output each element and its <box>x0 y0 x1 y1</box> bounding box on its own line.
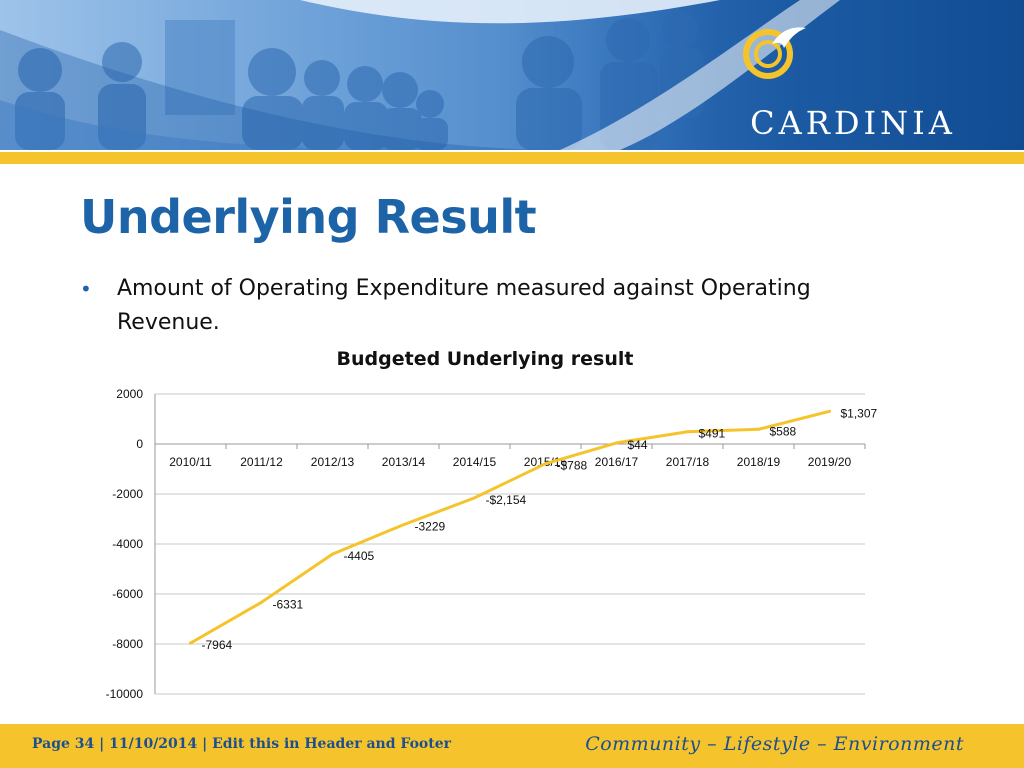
data-label: $1,307 <box>841 406 878 420</box>
y-tick-label: -6000 <box>112 587 143 601</box>
header-yellow-rule <box>0 150 1024 164</box>
data-point <box>189 641 192 645</box>
data-point <box>260 600 263 604</box>
footer-tagline: Community – Lifestyle – Environment <box>585 733 964 755</box>
data-label: -$788 <box>557 459 588 473</box>
x-tick-label: 2016/17 <box>595 455 639 469</box>
x-tick-label: 2012/13 <box>311 455 355 469</box>
x-tick-label: 2013/14 <box>382 455 426 469</box>
y-tick-label: -4000 <box>112 537 143 551</box>
y-tick-label: 2000 <box>116 387 143 401</box>
footer-bar: Page 34 | 11/10/2014 | Edit this in Head… <box>0 724 1024 768</box>
data-point <box>615 441 618 445</box>
data-label: $588 <box>770 424 797 438</box>
bullet-item: • Amount of Operating Expenditure measur… <box>80 272 880 340</box>
x-tick-label: 2014/15 <box>453 455 497 469</box>
data-point <box>544 462 547 466</box>
data-point <box>828 409 831 413</box>
y-tick-label: -2000 <box>112 487 143 501</box>
data-label: $491 <box>699 427 726 441</box>
x-tick-label: 2011/12 <box>240 455 283 469</box>
x-tick-label: 2015/16 <box>524 455 568 469</box>
y-tick-label: -10000 <box>106 687 144 701</box>
slide-title: Underlying Result <box>80 190 537 244</box>
data-point <box>686 430 689 434</box>
brand-name: CARDINIA <box>750 104 956 142</box>
footer-page-info: Page 34 | 11/10/2014 | Edit this in Head… <box>32 736 451 752</box>
data-point <box>331 552 334 556</box>
banner-photo-collage <box>0 0 840 150</box>
data-label: -$2,154 <box>486 493 527 507</box>
bird-swirl-logo-icon <box>743 27 806 79</box>
data-point <box>402 523 405 527</box>
data-label: $44 <box>628 438 648 452</box>
y-tick-label: -8000 <box>112 637 143 651</box>
y-tick-label: 0 <box>136 437 143 451</box>
x-tick-label: 2018/19 <box>737 455 781 469</box>
data-point <box>473 496 476 500</box>
data-label: -6331 <box>273 597 304 611</box>
x-tick-label: 2010/11 <box>169 455 212 469</box>
data-label: -3229 <box>415 520 446 534</box>
chart-title: Budgeted Underlying result <box>336 348 634 370</box>
chart-series <box>189 409 831 645</box>
series-line <box>189 409 831 645</box>
chart-axes: 2000 0 -2000 -4000 -6000 -8000 -10000 2010/11 20… <box>106 387 866 701</box>
header-banner: CARDINIA <box>0 0 1024 150</box>
x-tick-label: 2019/20 <box>808 455 852 469</box>
chart-gridlines <box>155 393 865 695</box>
chart-data-labels: -7964 -6331 -4405 -3229 -$2,154 -$788 $44 $491 $… <box>202 406 878 652</box>
data-point <box>757 427 760 431</box>
data-label: -7964 <box>202 638 233 652</box>
bullet-dot-icon: • <box>80 277 92 301</box>
bullet-text: Amount of Operating Expenditure measured… <box>117 276 811 335</box>
x-tick-label: 2017/18 <box>666 455 710 469</box>
cardinia-brand: CARDINIA <box>738 22 968 142</box>
line-chart: 2000 0 -2000 -4000 -6000 -8000 -10000 2010/11 20… <box>106 387 878 701</box>
data-label: -4405 <box>344 549 375 563</box>
